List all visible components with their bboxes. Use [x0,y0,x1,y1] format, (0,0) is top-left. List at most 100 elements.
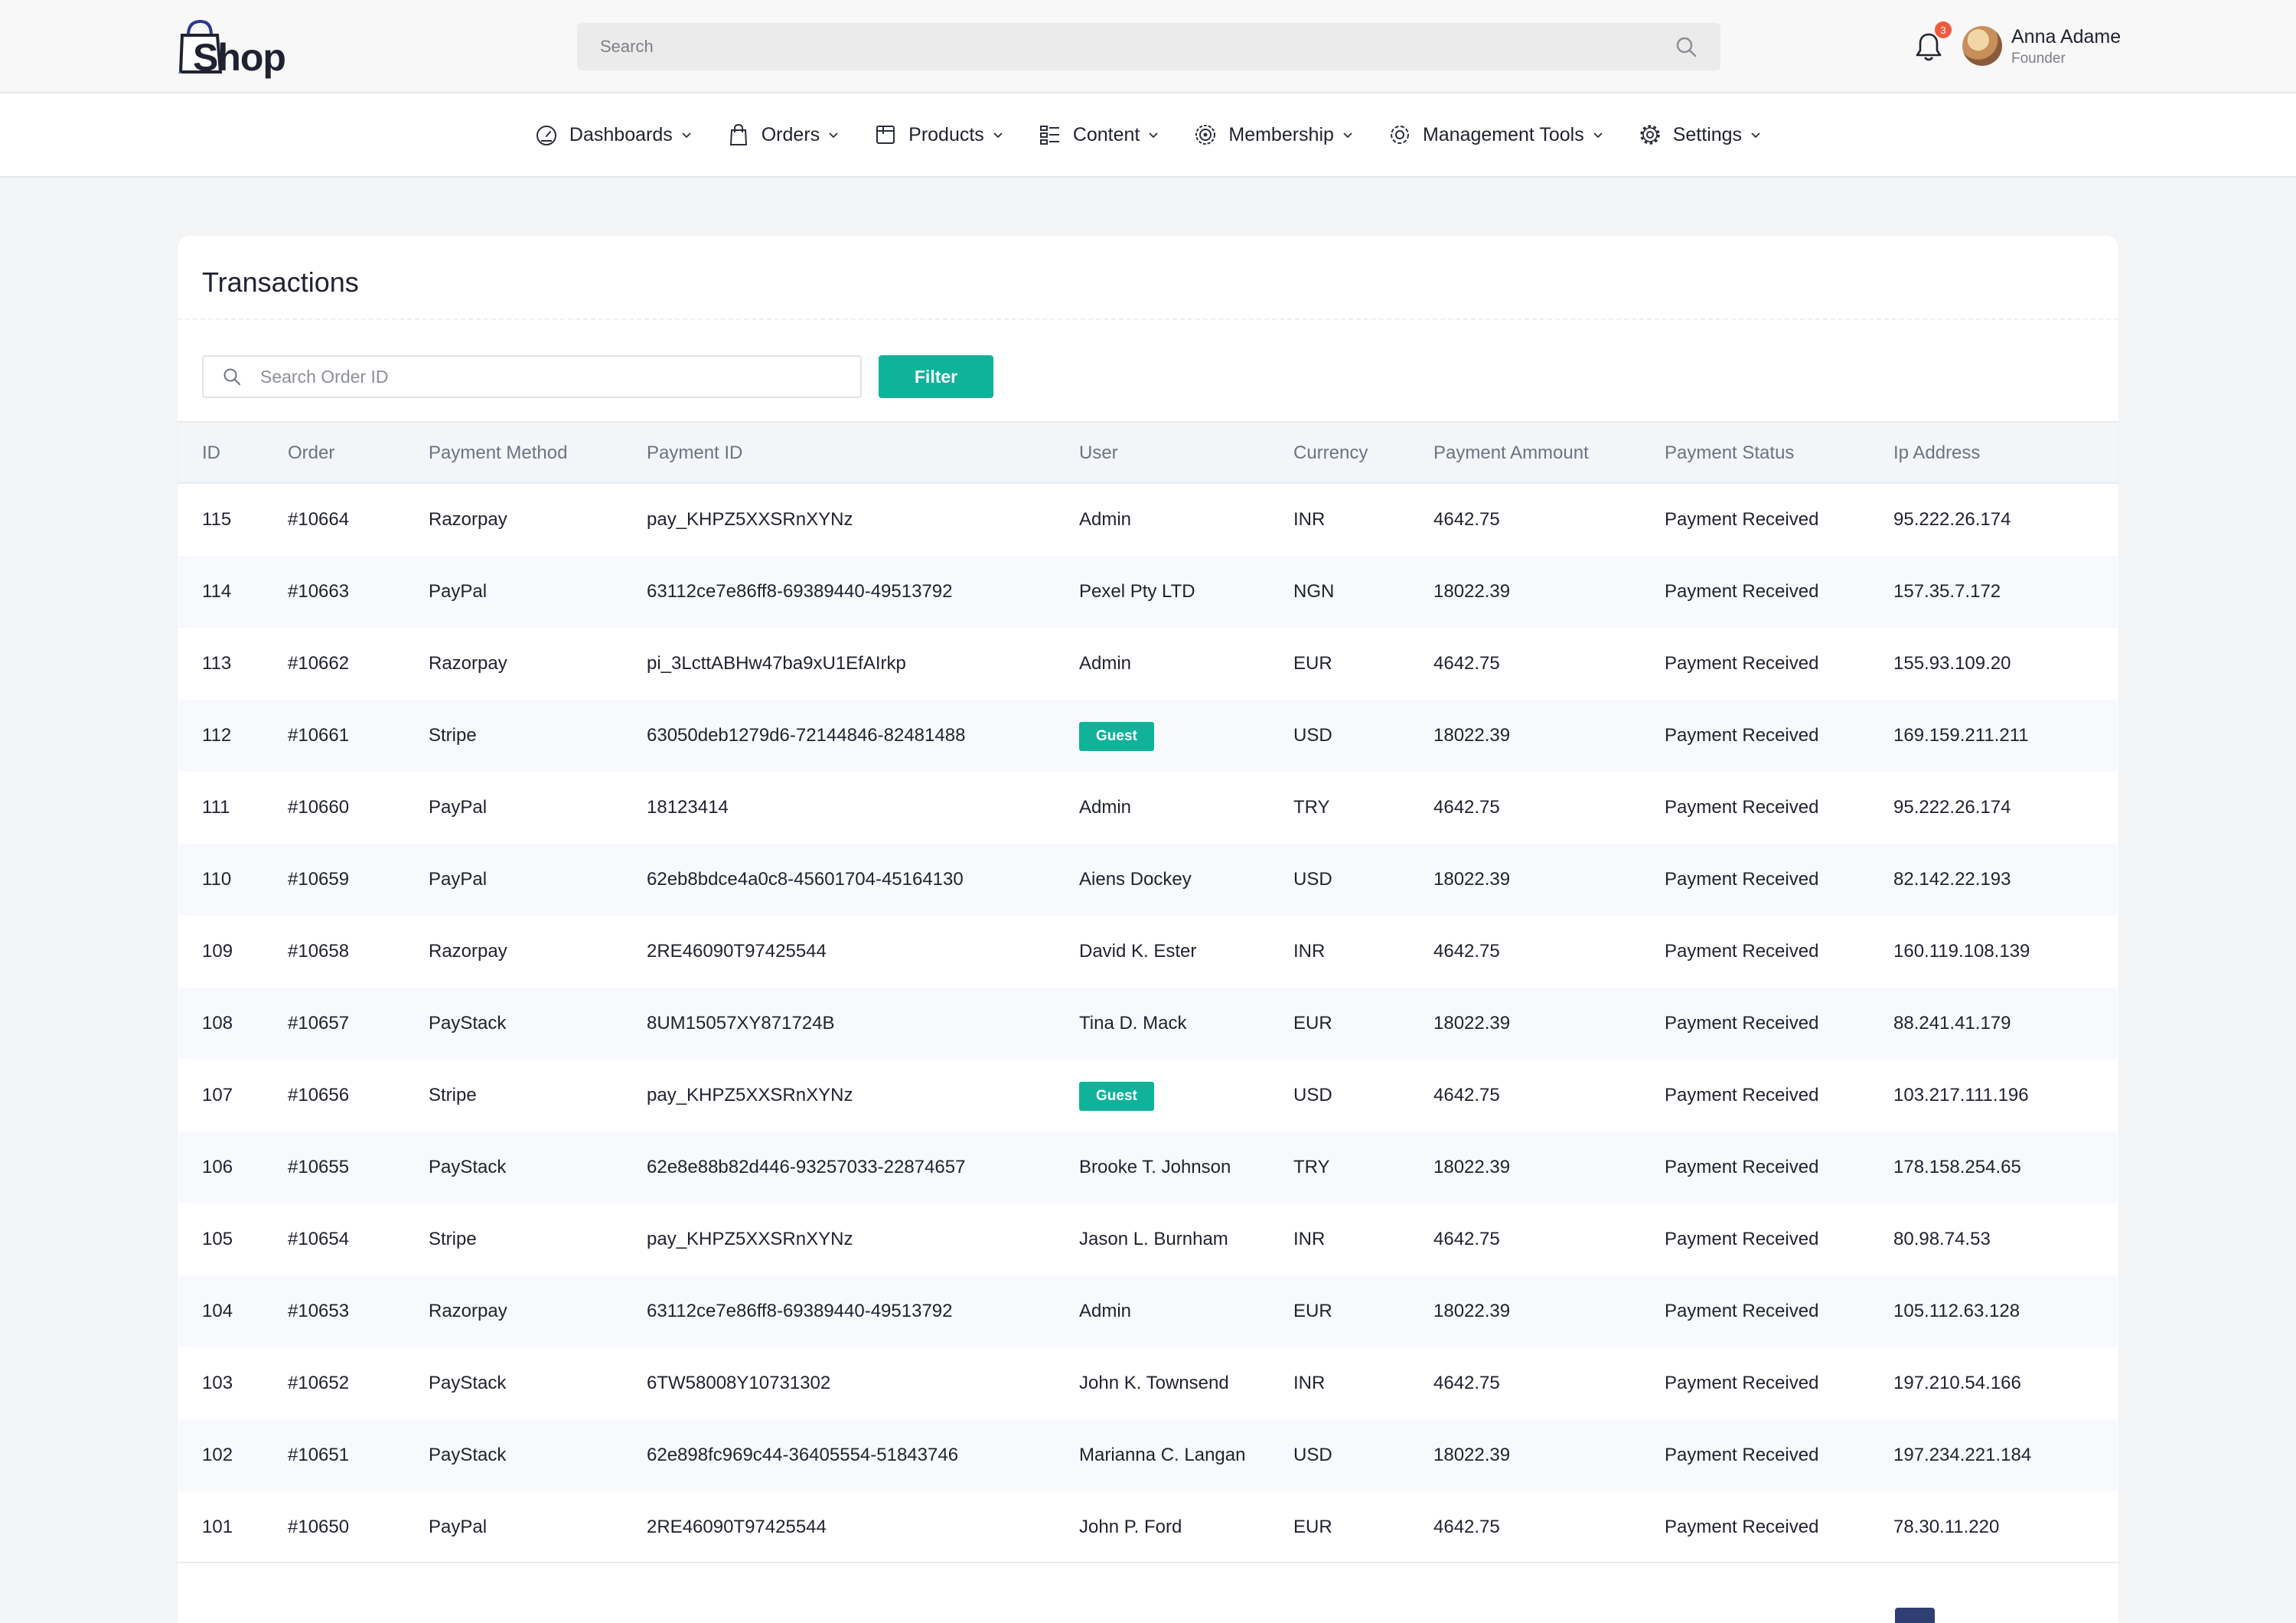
nav-settings-label: Settings [1672,123,1743,145]
cell-ip-address: 155.93.109.20 [1893,653,2011,674]
cell-ip-address: 82.142.22.193 [1893,869,2011,890]
nav-dashboards[interactable]: Dashboards [534,122,693,147]
search-icon [223,368,240,385]
nav-content[interactable]: Content [1038,122,1160,147]
cell-user: Aiens Dockey [1079,869,1192,890]
nav-membership[interactable]: Membership [1193,122,1354,147]
main-nav: Dashboards Orders Products Content [0,93,2296,178]
table-row[interactable]: 103 #10652 PayStack 6TW58008Y10731302 John K… [178,1347,2118,1419]
pagination-button-active[interactable] [1895,1608,1935,1623]
shopping-bag-icon [729,123,747,145]
cell-user: Marianna C. Langan [1079,1445,1246,1465]
user-name[interactable]: Anna Adame [2011,26,2122,47]
guest-badge: Guest [1079,1081,1154,1111]
cell-ip-address: 95.222.26.174 [1893,509,2011,530]
table-row[interactable]: 112 #10661 Stripe 63050deb1279d6-72144846-8… [178,700,2118,772]
nav-management-tools[interactable]: Management Tools [1388,122,1604,147]
cell-id: 111 [202,797,230,818]
global-search-input[interactable] [600,37,1675,57]
cell-payment-method: Razorpay [429,941,507,962]
column-header-payment-status[interactable]: Payment Status [1665,442,1795,463]
nav-orders[interactable]: Orders [726,122,840,147]
chevron-down-icon [1593,132,1603,139]
cell-payment-amount: 4642.75 [1433,1229,1500,1249]
avatar[interactable] [1962,26,2002,66]
column-header-ip-address[interactable]: Ip Address [1893,442,1981,463]
table-row[interactable]: 114 #10663 PayPal 63112ce7e86ff8-69389440-4… [178,556,2118,628]
cell-id: 108 [202,1013,233,1034]
column-header-payment-method[interactable]: Payment Method [429,442,568,463]
user-role: Founder [2011,51,2066,67]
settings-alt-icon [1390,126,1409,144]
bell-icon[interactable] [1913,31,1944,63]
table-row[interactable]: 106 #10655 PayStack 62e8e88b82d446-93257033… [178,1132,2118,1203]
cell-ip-address: 103.217.111.196 [1893,1085,2029,1105]
table-row[interactable]: 102 #10651 PayStack 62e898fc969c44-36405554… [178,1419,2118,1491]
cell-currency: EUR [1293,653,1332,674]
search-icon[interactable] [1675,35,1698,58]
column-header-order[interactable]: Order [288,442,335,463]
cell-user: John K. Townsend [1079,1373,1229,1393]
cell-currency: TRY [1293,1157,1330,1177]
table-row[interactable]: 113 #10662 Razorpay pi_3LcttABHw47ba9xU1EfA… [178,628,2118,700]
cell-payment-status: Payment Received [1665,941,1819,962]
table-row[interactable]: 101 #10650 PayPal 2RE46090T97425544 John P. … [178,1491,2118,1563]
list-icon [1039,126,1059,145]
cell-payment-status: Payment Received [1665,1085,1819,1105]
cell-payment-status: Payment Received [1665,1517,1819,1537]
cell-currency: INR [1293,509,1326,530]
cell-payment-method: Stripe [429,1229,477,1249]
table-row[interactable]: 108 #10657 PayStack 8UM15057XY871724B Tina D… [178,988,2118,1060]
cell-currency: NGN [1293,581,1335,602]
cell-id: 103 [202,1373,233,1393]
cell-currency: INR [1293,941,1326,962]
chevron-down-icon [682,132,691,139]
cell-payment-id: 18123414 [647,797,729,818]
cell-ip-address: 197.210.54.166 [1893,1373,2021,1393]
table-row[interactable]: 104 #10653 Razorpay 63112ce7e86ff8-69389440… [178,1275,2118,1347]
cell-currency: INR [1293,1229,1326,1249]
table-row[interactable]: 107 #10656 Stripe pay_KHPZ5XXSRnXYNz Guest US… [178,1060,2118,1132]
table-body: 115 #10664 Razorpay pay_KHPZ5XXSRnXYNz Admin… [178,484,2118,1563]
cell-user: Jason L. Burnham [1079,1229,1228,1249]
column-header-id[interactable]: ID [202,442,220,463]
table-row[interactable]: 110 #10659 PayPal 62eb8bdce4a0c8-45601704-4… [178,844,2118,916]
logo-text: Shop [193,36,286,79]
cell-id: 113 [202,653,232,674]
filter-button[interactable]: Filter [879,355,993,398]
top-header: Shop 3 Anna Adame Founder [0,0,2296,93]
cell-user: Guest [1079,1060,1154,1132]
table-row[interactable]: 109 #10658 Razorpay 2RE46090T97425544 David … [178,916,2118,988]
cell-id: 110 [202,869,232,890]
nav-management-tools-label: Management Tools [1422,123,1584,145]
global-search[interactable] [577,23,1720,70]
badge-icon [1195,125,1216,145]
cell-ip-address: 78.30.11.220 [1893,1517,2000,1537]
cell-ip-address: 157.35.7.172 [1893,581,2001,602]
cell-payment-status: Payment Received [1665,1373,1819,1393]
shop-logo[interactable]: Shop [178,15,286,79]
cell-payment-id: pay_KHPZ5XXSRnXYNz [647,509,853,530]
cell-payment-amount: 4642.75 [1433,797,1500,818]
order-search[interactable] [202,355,862,398]
table-row[interactable]: 111 #10660 PayPal 18123414 Admin TRY 4642.75 Pa… [178,772,2118,844]
table-row[interactable]: 105 #10654 Stripe pay_KHPZ5XXSRnXYNz Jason L… [178,1203,2118,1275]
column-header-payment-id[interactable]: Payment ID [647,442,743,463]
order-search-input[interactable] [260,366,842,387]
nav-settings[interactable]: Settings [1638,122,1762,147]
chevron-down-icon [1751,132,1760,139]
column-header-user[interactable]: User [1079,442,1118,463]
table-row[interactable]: 115 #10664 Razorpay pay_KHPZ5XXSRnXYNz Admin… [178,484,2118,556]
cell-payment-status: Payment Received [1665,581,1819,602]
cell-currency: INR [1293,1373,1326,1393]
chevron-down-icon [1149,132,1159,139]
cell-ip-address: 80.98.74.53 [1893,1229,1991,1249]
cell-id: 101 [202,1517,233,1537]
cell-currency: USD [1293,725,1332,746]
cell-payment-status: Payment Received [1665,653,1819,674]
cell-order: #10651 [288,1445,350,1465]
column-header-payment-amount[interactable]: Payment Ammount [1433,442,1589,463]
column-header-currency[interactable]: Currency [1293,442,1368,463]
cell-payment-amount: 18022.39 [1433,725,1511,746]
nav-products[interactable]: Products [873,122,1004,147]
